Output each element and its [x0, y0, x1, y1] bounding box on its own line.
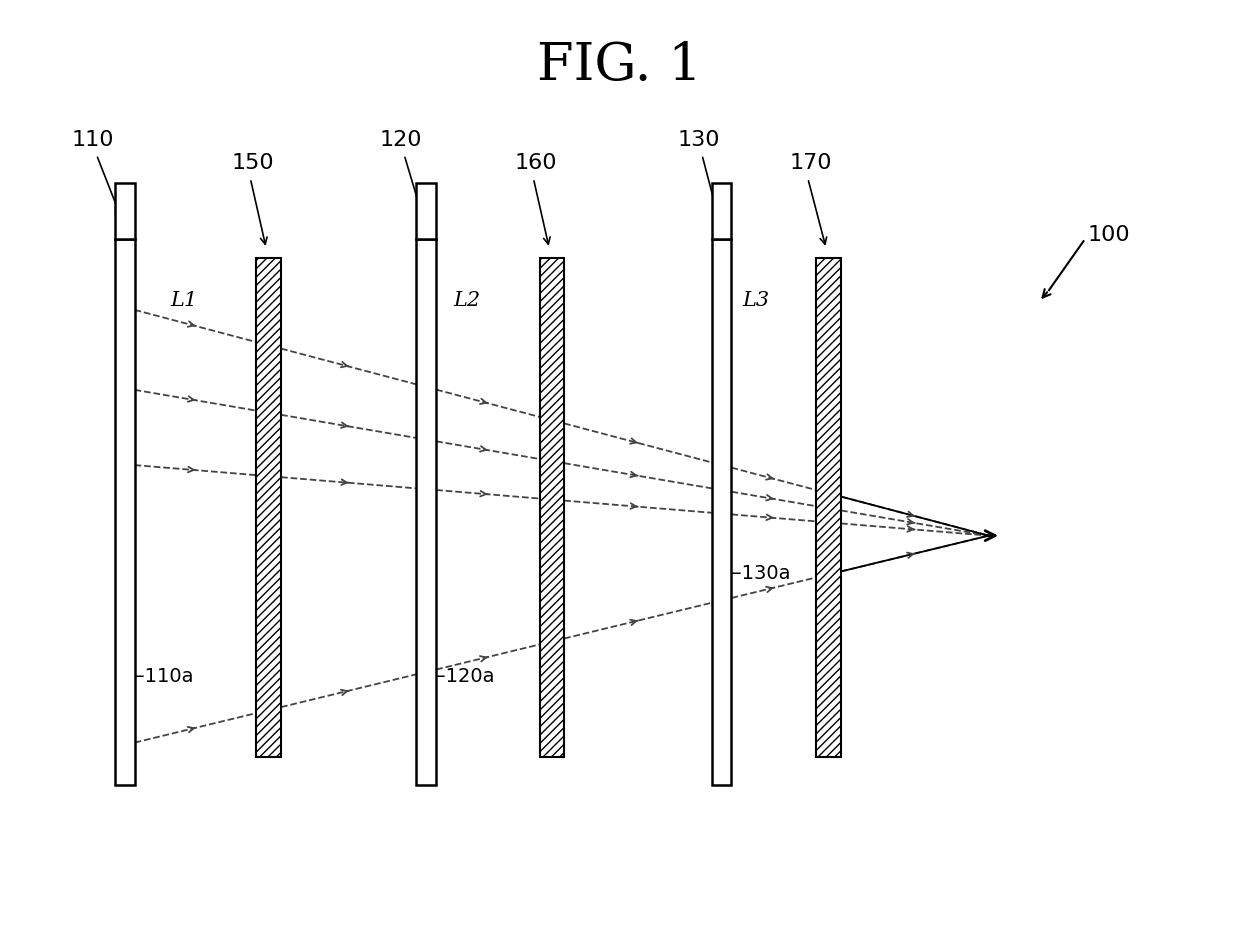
Bar: [711, 183, 731, 239]
Bar: [539, 258, 564, 756]
Bar: [115, 183, 135, 239]
Text: 130: 130: [678, 130, 720, 150]
Text: 110: 110: [72, 130, 114, 150]
Bar: [256, 258, 281, 756]
Text: L2: L2: [453, 291, 481, 310]
Text: FIG. 1: FIG. 1: [536, 40, 703, 91]
Text: 160: 160: [515, 154, 558, 174]
Text: 170: 170: [789, 154, 831, 174]
Text: —110a: —110a: [125, 667, 193, 686]
Bar: [416, 183, 436, 239]
Bar: [711, 239, 731, 785]
Bar: [416, 239, 436, 785]
Text: 120: 120: [379, 130, 422, 150]
Text: L1: L1: [170, 291, 197, 310]
Text: 150: 150: [232, 154, 275, 174]
Bar: [817, 258, 841, 756]
Text: 100: 100: [1087, 225, 1130, 245]
Text: L3: L3: [742, 291, 769, 310]
Text: —130a: —130a: [721, 564, 790, 583]
Bar: [115, 239, 135, 785]
Text: —120a: —120a: [426, 667, 494, 686]
